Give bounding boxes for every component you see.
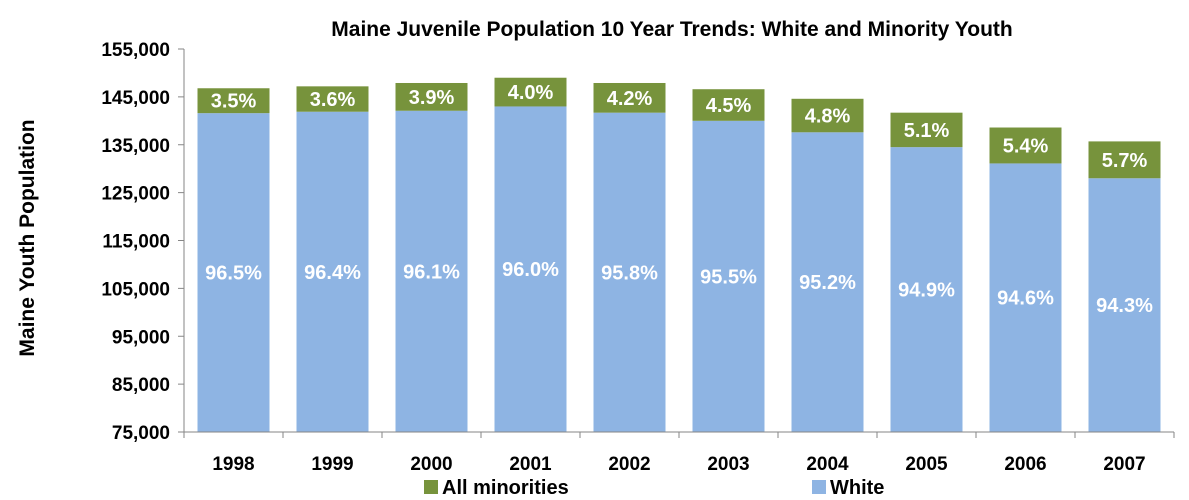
bar-minorities <box>494 77 567 107</box>
data-label-minorities: 4.0% <box>508 82 554 104</box>
bar-minorities <box>989 127 1062 164</box>
bar-white <box>197 113 270 432</box>
data-label-minorities: 4.5% <box>706 95 752 117</box>
bar-white <box>1088 178 1161 432</box>
chart-title: Maine Juvenile Population 10 Year Trends… <box>331 18 1012 41</box>
data-label-white: 96.0% <box>502 259 559 281</box>
y-tick-label: 125,000 <box>101 184 170 205</box>
data-label-minorities: 5.7% <box>1102 150 1148 172</box>
y-tick-label: 155,000 <box>101 40 170 61</box>
bar-minorities <box>692 89 765 121</box>
legend-label: White <box>830 477 884 499</box>
data-label-white: 96.1% <box>403 261 460 283</box>
data-label-white: 96.5% <box>205 263 262 285</box>
data-label-white: 94.9% <box>898 280 955 302</box>
bar-minorities <box>395 82 468 111</box>
legend-swatch <box>424 480 438 494</box>
data-label-minorities: 4.2% <box>607 88 653 110</box>
y-tick-label: 75,000 <box>112 423 170 444</box>
data-label-minorities: 3.5% <box>211 91 257 113</box>
bar-white <box>296 111 369 432</box>
x-tick-label: 2003 <box>707 454 749 475</box>
bar-white <box>593 112 666 432</box>
x-tick-label: 2004 <box>806 454 849 475</box>
legend-swatch <box>812 480 826 494</box>
bar-white <box>494 106 567 432</box>
data-label-white: 94.3% <box>1096 295 1153 317</box>
bar-minorities <box>791 98 864 133</box>
x-tick-label: 1998 <box>212 454 254 475</box>
x-tick-label: 2001 <box>509 454 552 475</box>
data-label-white: 95.2% <box>799 272 856 294</box>
bar-white <box>989 163 1062 432</box>
y-tick-label: 105,000 <box>101 279 170 300</box>
y-axis-ticks: 75,000 85,000 95,000 105,000 115,000 125,000 1… <box>101 40 184 444</box>
data-label-minorities: 5.1% <box>904 120 950 142</box>
data-label-minorities: 4.8% <box>805 106 851 128</box>
data-label-white: 94.6% <box>997 288 1054 310</box>
data-label-white: 95.5% <box>700 266 757 288</box>
bar-white <box>890 147 963 433</box>
bars-group: 96.5% 3.5% 96.4% 3.6% 96.1% 3.9% 96.0% 4.0% 95.8… <box>197 77 1161 433</box>
x-tick-label: 2000 <box>410 454 452 475</box>
y-tick-label: 135,000 <box>101 136 170 157</box>
bar-white <box>692 120 765 432</box>
x-axis-ticks: 1998 1999 2000 2001 2002 2003 2004 2005 2006 2007 <box>183 432 1175 475</box>
x-tick-label: 2006 <box>1004 454 1046 475</box>
bar-minorities <box>296 86 369 112</box>
bar-white <box>395 110 468 432</box>
x-tick-label: 2005 <box>905 454 948 475</box>
bar-minorities <box>1088 141 1161 179</box>
data-label-minorities: 5.4% <box>1003 135 1049 157</box>
legend: All minorities White <box>424 477 884 499</box>
y-tick-label: 95,000 <box>112 327 170 348</box>
bar-minorities <box>593 82 666 113</box>
data-label-minorities: 3.9% <box>409 87 455 109</box>
y-tick-label: 85,000 <box>112 375 170 396</box>
bar-white <box>791 132 864 433</box>
legend-label: All minorities <box>442 477 569 499</box>
y-axis-label: Maine Youth Population <box>16 119 39 356</box>
bar-minorities <box>890 112 963 148</box>
data-label-white: 95.8% <box>601 262 658 284</box>
bar-minorities <box>197 88 270 114</box>
y-tick-label: 145,000 <box>101 88 170 109</box>
x-tick-label: 2007 <box>1103 454 1145 475</box>
x-tick-label: 1999 <box>311 454 353 475</box>
y-tick-label: 115,000 <box>102 232 170 253</box>
data-label-white: 96.4% <box>304 262 361 284</box>
x-tick-label: 2002 <box>608 454 650 475</box>
data-label-minorities: 3.6% <box>310 89 356 111</box>
